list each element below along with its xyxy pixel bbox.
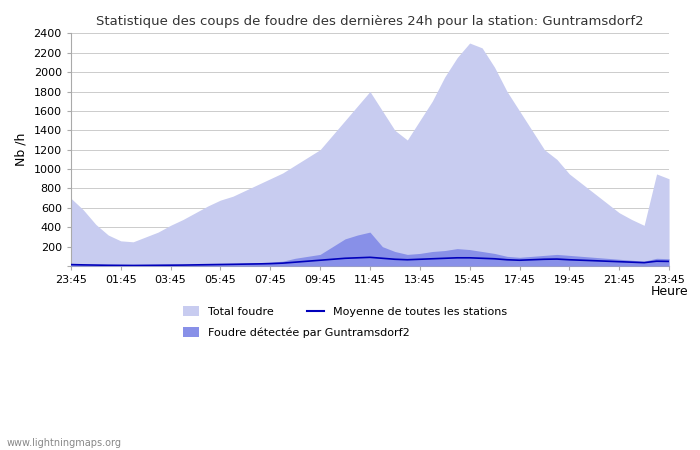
Y-axis label: Nb /h: Nb /h [15, 133, 28, 166]
Text: www.lightningmaps.org: www.lightningmaps.org [7, 438, 122, 448]
X-axis label: Heure: Heure [650, 285, 688, 297]
Title: Statistique des coups de foudre des dernières 24h pour la station: Guntramsdorf2: Statistique des coups de foudre des dern… [96, 15, 644, 28]
Legend: Foudre détectée par Guntramsdorf2: Foudre détectée par Guntramsdorf2 [178, 323, 414, 342]
